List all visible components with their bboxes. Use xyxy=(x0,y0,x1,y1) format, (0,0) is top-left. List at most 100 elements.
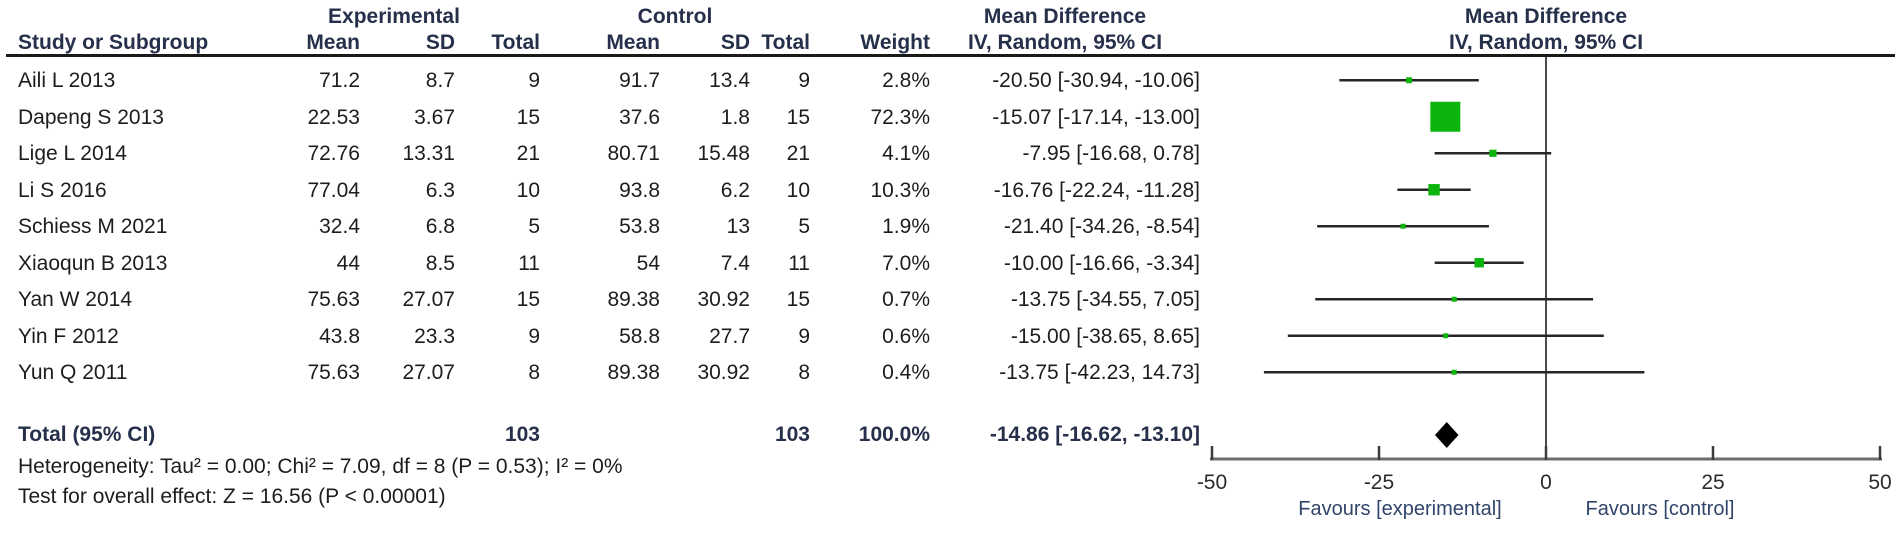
group-header-mean-difference-plot: Mean Difference xyxy=(1464,5,1628,28)
total-ctl-sd xyxy=(660,420,750,450)
ci-marker xyxy=(1400,223,1406,229)
cell-ci: -16.76 [-22.24, -11.28] xyxy=(993,178,1200,202)
cell-study: Xiaoqun B 2013 xyxy=(18,251,168,275)
cell-ctl-sd: 1.8 xyxy=(720,105,750,129)
cell-exp-sd: 6.3 xyxy=(425,178,455,202)
column-header-row: Study or Subgroup Mean SD Total Mean SD … xyxy=(18,30,1200,56)
cell-study: Yun Q 2011 xyxy=(18,361,128,384)
cell-exp-total: 5 xyxy=(528,215,540,238)
cell-ci: -7.95 [-16.68, 0.78] xyxy=(1022,142,1200,165)
total-exp-mean xyxy=(248,420,360,450)
cell-study: Dapeng S 2013 xyxy=(18,105,164,129)
ci-marker xyxy=(1406,77,1413,84)
cell-ctl-total: 15 xyxy=(786,288,810,311)
cell-weight: 2.8% xyxy=(882,69,930,92)
cell-exp-sd: 3.67 xyxy=(414,105,455,129)
axis-tick-label: 0 xyxy=(1540,471,1552,494)
cell-exp-sd: 27.07 xyxy=(402,288,455,311)
cell-study: Yan W 2014 xyxy=(18,288,133,311)
cell-weight: 4.1% xyxy=(882,142,930,165)
cell-ctl-sd: 30.92 xyxy=(697,288,750,311)
total-row: Total (95% CI) 103 103 100.0% -14.86 [-1… xyxy=(18,420,1200,450)
cell-ctl-sd: 13.4 xyxy=(709,69,750,92)
ci-marker xyxy=(1443,333,1449,339)
cell-exp-mean: 32.4 xyxy=(319,215,360,238)
table-row: Schiess M 2021 32.4 6.8 5 53.8 13 5 1.9% -21.40 … xyxy=(18,208,1200,245)
total-ctl-mean xyxy=(540,420,660,450)
cell-ctl-total: 9 xyxy=(798,324,810,348)
ci-marker xyxy=(1428,184,1440,196)
cell-ci: -21.40 [-34.26, -8.54] xyxy=(1003,215,1200,238)
overall-effect-text: Test for overall effect: Z = 16.56 (P < … xyxy=(18,485,446,508)
cell-exp-total: 21 xyxy=(516,142,540,165)
cell-exp-mean: 77.04 xyxy=(307,178,360,202)
col-header-exp-mean: Mean xyxy=(306,31,360,54)
col-header-weight: Weight xyxy=(860,31,930,54)
cell-ci: -10.00 [-16.66, -3.34] xyxy=(1003,251,1200,275)
cell-exp-total: 11 xyxy=(518,251,540,275)
col-header-study: Study or Subgroup xyxy=(18,31,209,54)
cell-exp-total: 9 xyxy=(528,69,540,92)
col-header-ctl-total: Total xyxy=(761,31,810,54)
col-header-ci: IV, Random, 95% CI xyxy=(967,31,1163,54)
header-rule xyxy=(6,54,1895,57)
cell-ci: -13.75 [-34.55, 7.05] xyxy=(1010,288,1200,311)
cell-study: Li S 2016 xyxy=(18,178,107,202)
ci-marker xyxy=(1430,101,1461,132)
cell-exp-total: 9 xyxy=(528,324,540,348)
total-ci: -14.86 [-16.62, -13.10] xyxy=(989,423,1200,446)
table-row: Yin F 2012 43.8 23.3 9 58.8 27.7 9 0.6% -15.00 [… xyxy=(18,318,1200,355)
cell-ctl-mean: 53.8 xyxy=(619,215,660,238)
cell-ctl-sd: 30.92 xyxy=(697,361,750,384)
cell-ctl-total: 11 xyxy=(788,251,810,275)
cell-exp-mean: 72.76 xyxy=(307,142,360,165)
cell-weight: 0.7% xyxy=(882,288,930,311)
axis-tick-label: 25 xyxy=(1701,471,1724,494)
cell-ctl-sd: 7.4 xyxy=(720,251,750,275)
cell-ci: -15.00 [-38.65, 8.65] xyxy=(1010,324,1200,348)
total-label: Total (95% CI) xyxy=(18,423,156,446)
table-row: Lige L 2014 72.76 13.31 21 80.71 15.48 21 4.1% -… xyxy=(18,135,1200,172)
cell-ctl-sd: 27.7 xyxy=(709,324,750,348)
cell-exp-mean: 43.8 xyxy=(319,324,360,348)
cell-exp-mean: 75.63 xyxy=(307,361,360,384)
table-row: Aili L 2013 71.2 8.7 9 91.7 13.4 9 2.8% -20.50 [… xyxy=(18,62,1200,99)
cell-ctl-mean: 93.8 xyxy=(619,178,660,202)
table-row: Xiaoqun B 2013 44 8.5 11 54 7.4 11 7.0% -10.00 [… xyxy=(18,245,1200,282)
cell-study: Yin F 2012 xyxy=(18,324,119,348)
col-header-exp-total: Total xyxy=(491,31,540,54)
cell-ctl-total: 9 xyxy=(798,69,810,92)
col-header-exp-sd: SD xyxy=(425,31,455,54)
cell-ctl-sd: 6.2 xyxy=(720,178,750,202)
cell-study: Schiess M 2021 xyxy=(18,215,168,238)
cell-ctl-mean: 91.7 xyxy=(619,69,660,92)
favours-experimental-label: Favours [experimental] xyxy=(1298,498,1502,520)
cell-exp-mean: 71.2 xyxy=(319,69,360,92)
cell-exp-mean: 22.53 xyxy=(307,105,360,129)
cell-exp-mean: 44 xyxy=(336,251,360,275)
ci-marker xyxy=(1451,369,1457,375)
cell-exp-total: 15 xyxy=(516,105,540,129)
favours-control-label: Favours [control] xyxy=(1585,498,1735,520)
group-header-experimental: Experimental xyxy=(328,5,460,28)
heterogeneity-text: Heterogeneity: Tau² = 0.00; Chi² = 7.09,… xyxy=(18,455,623,478)
cell-ctl-mean: 89.38 xyxy=(607,288,660,311)
col-header-ci-plot: IV, Random, 95% CI xyxy=(1448,31,1644,54)
table-row: Dapeng S 2013 22.53 3.67 15 37.6 1.8 15 72.3% -1… xyxy=(18,99,1200,136)
cell-weight: 7.0% xyxy=(882,251,930,275)
ci-marker xyxy=(1489,149,1497,157)
cell-ctl-mean: 89.38 xyxy=(607,361,660,384)
cell-exp-sd: 23.3 xyxy=(414,324,455,348)
cell-ctl-total: 21 xyxy=(786,142,810,165)
cell-ctl-total: 5 xyxy=(798,215,810,238)
cell-exp-sd: 13.31 xyxy=(402,142,455,165)
cell-ctl-sd: 15.48 xyxy=(697,142,750,165)
cell-ctl-mean: 58.8 xyxy=(619,324,660,348)
cell-weight: 10.3% xyxy=(870,178,930,202)
total-ctl-total: 103 xyxy=(774,423,810,446)
cell-ctl-total: 8 xyxy=(798,361,810,384)
cell-study: Aili L 2013 xyxy=(18,69,116,92)
cell-ctl-sd: 13 xyxy=(726,215,750,238)
cell-ci: -20.50 [-30.94, -10.06] xyxy=(992,69,1200,92)
